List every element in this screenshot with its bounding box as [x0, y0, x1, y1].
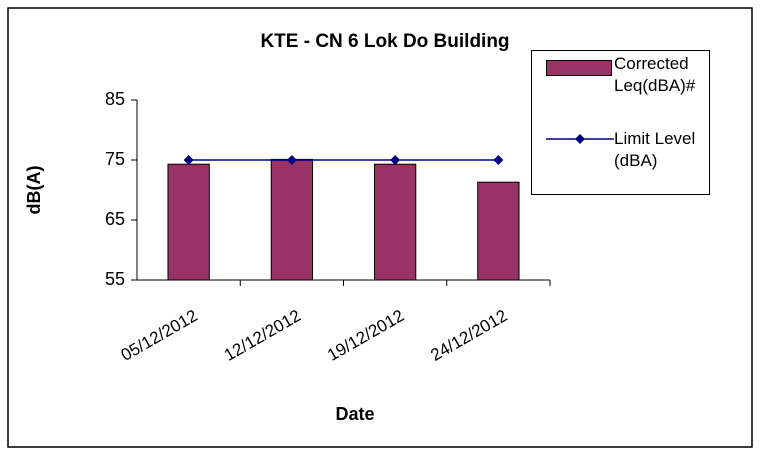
bar — [270, 158, 314, 281]
y-tick-label: 75 — [105, 149, 125, 169]
legend-label: Limit Level (dBA) — [614, 129, 696, 170]
legend-marker — [575, 134, 585, 144]
bar — [373, 163, 417, 281]
y-axis-title: dB(A) — [24, 166, 44, 215]
legend-swatch — [546, 134, 614, 144]
line-marker — [390, 155, 401, 165]
legend: Corrected Leq(dBA)# Limit Level (dBA) — [531, 50, 710, 195]
line-marker — [183, 155, 194, 165]
bar — [477, 181, 520, 281]
line-marker — [286, 155, 297, 165]
chart-title: KTE - CN 6 Lok Do Building — [260, 31, 509, 52]
legend-swatch — [546, 60, 612, 76]
y-tick-label: 85 — [105, 89, 125, 109]
y-tick-label: 55 — [105, 269, 125, 289]
legend-label: Corrected Leq(dBA)# — [614, 54, 696, 95]
line-marker — [493, 155, 504, 165]
x-axis-title: Date — [335, 404, 374, 424]
y-tick-label: 65 — [105, 209, 125, 229]
bar — [167, 163, 210, 281]
